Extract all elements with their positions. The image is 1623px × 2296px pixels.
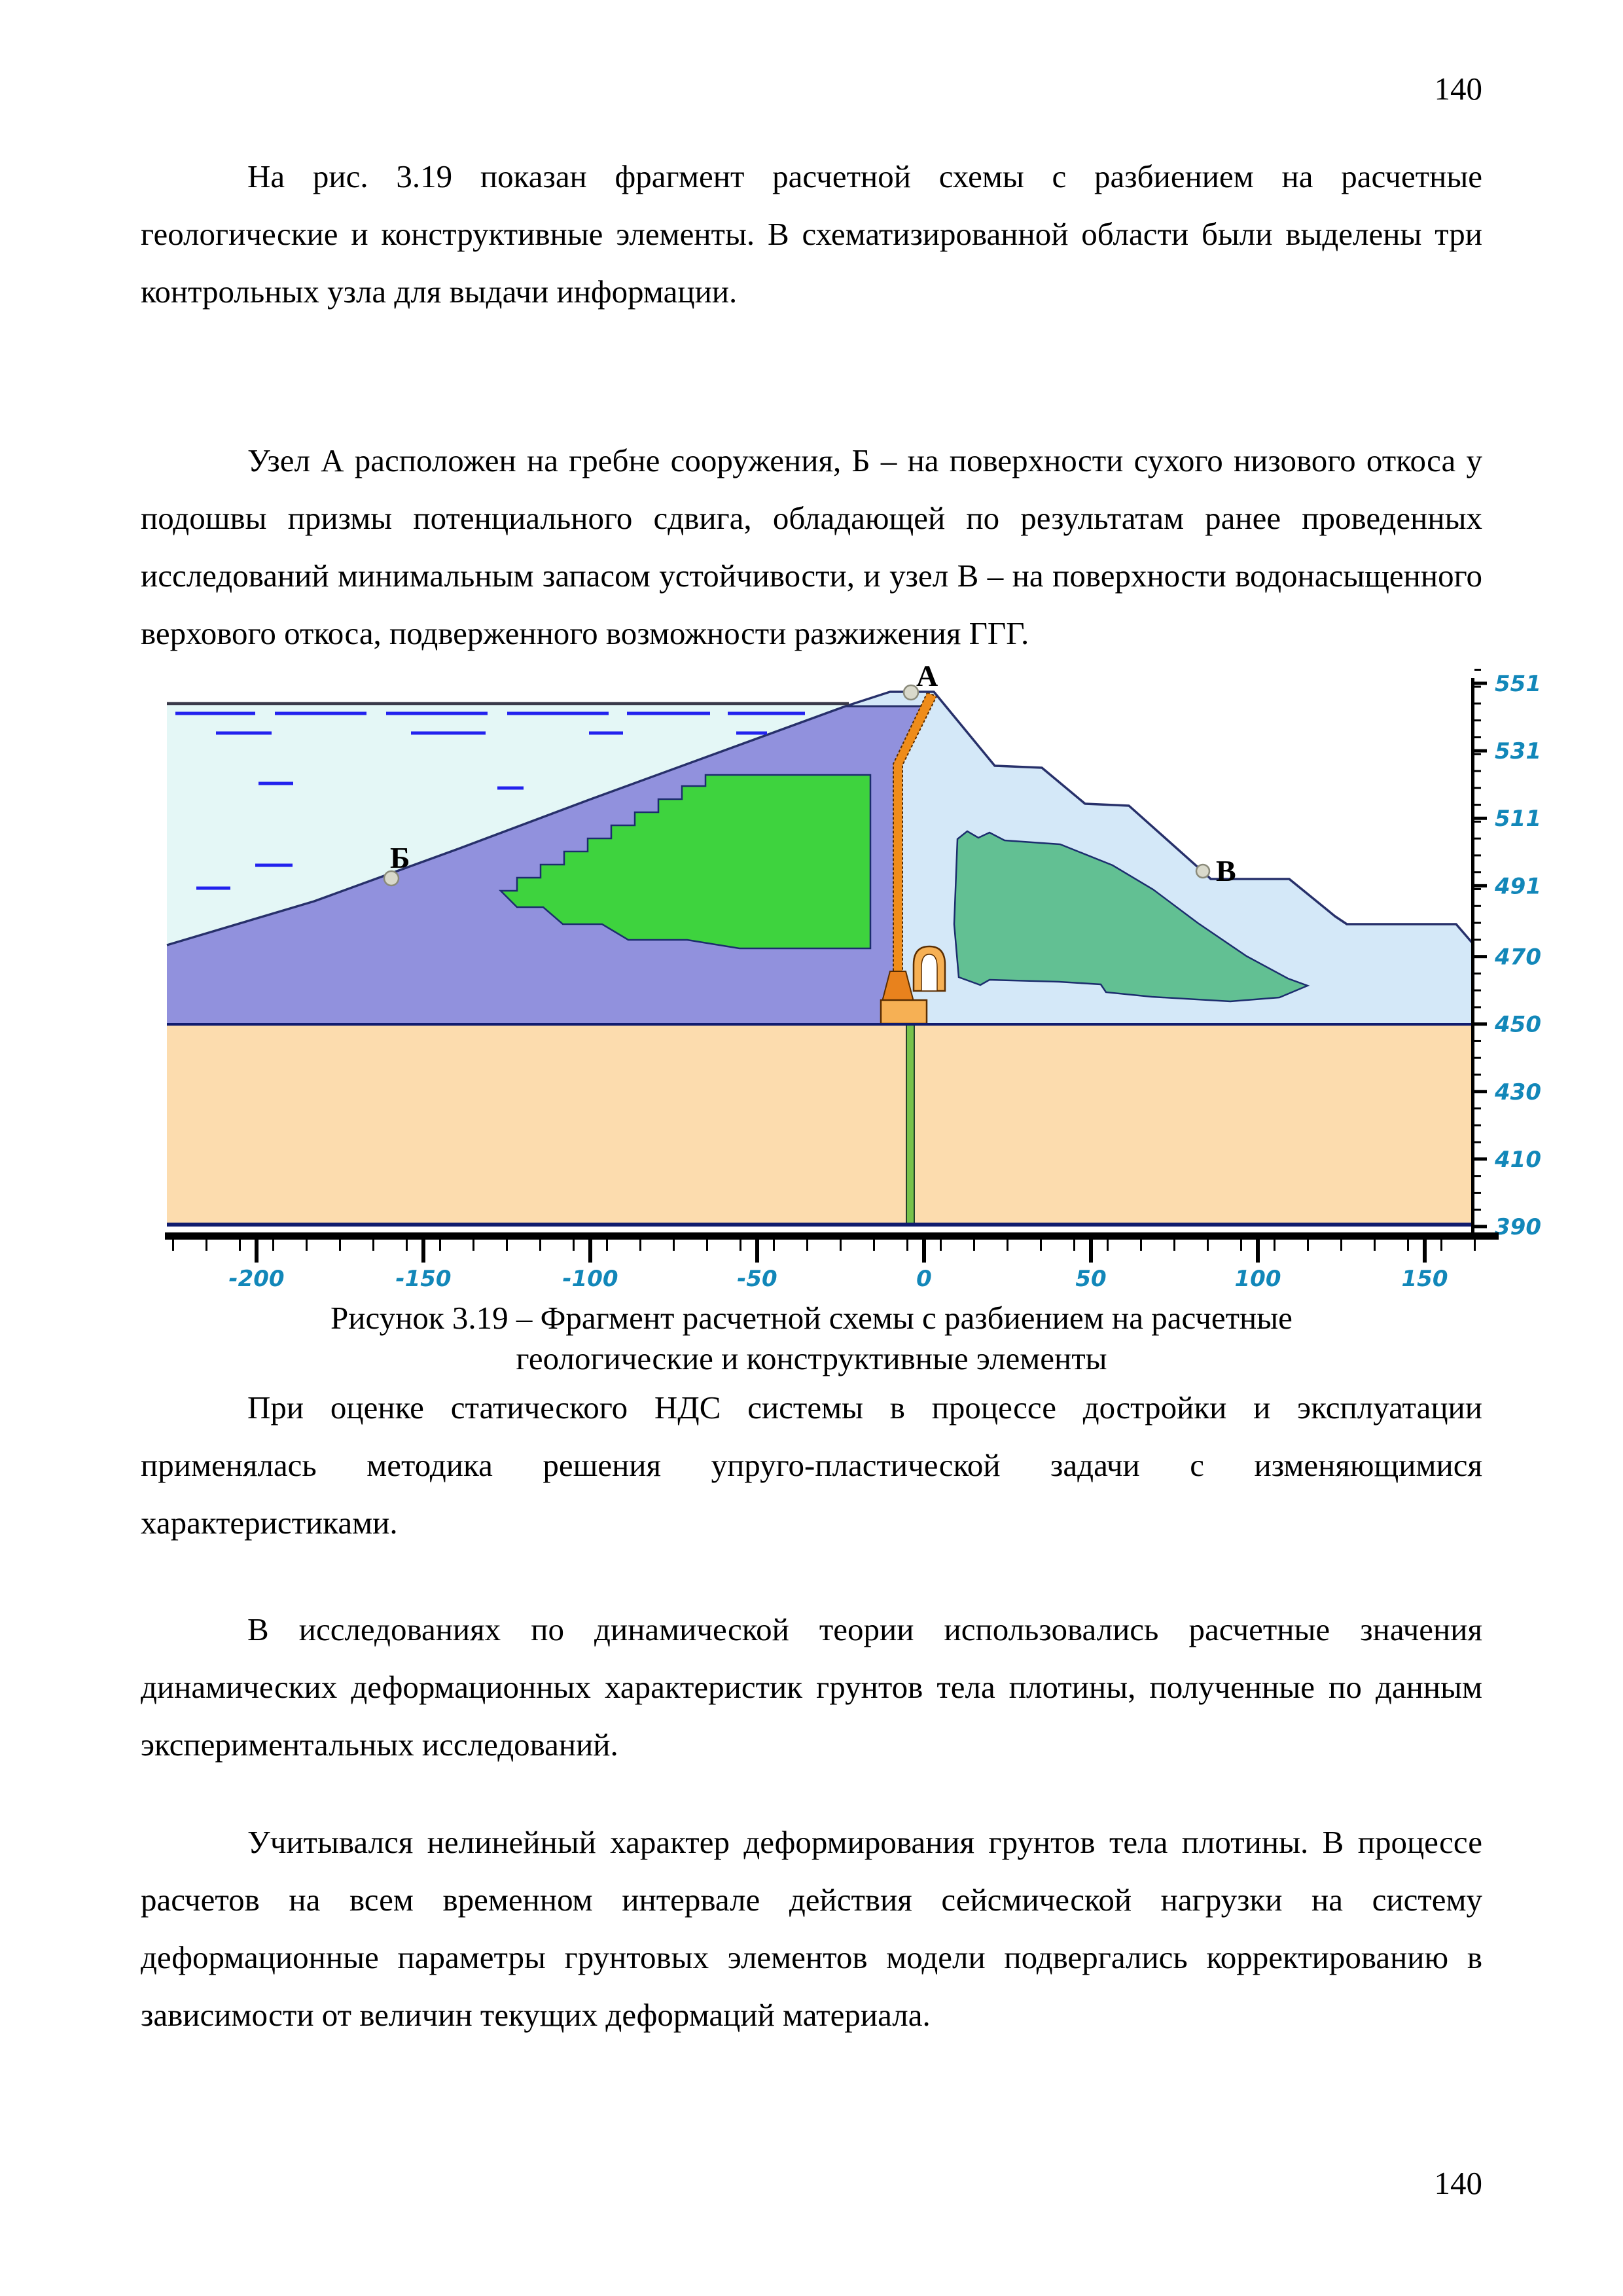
paragraph-static-analysis: При оценке статического НДС системы в пр… <box>141 1390 1482 1541</box>
page-number-bottom: 140 <box>1434 2165 1483 2201</box>
node-marker-a <box>902 684 919 701</box>
dam-surface-outline <box>166 691 1474 946</box>
distance-tick-label: 100 <box>1235 1266 1281 1292</box>
figure-caption-line2: геологические и конструктивные элементы <box>516 1340 1107 1376</box>
reservoir-water-region <box>167 705 848 945</box>
distance-tick-label: 0 <box>916 1266 932 1292</box>
node-label-a: А <box>916 659 938 692</box>
elevation-tick-label: 531 <box>1495 738 1541 764</box>
elevation-axis-labels: 551 531 511 491 470 450 430 410 390 <box>1494 671 1541 1240</box>
distance-axis-labels: -200 -150 -100 -50 0 50 100 150 <box>228 1266 1448 1292</box>
paragraph-nonlinear: Учитывался нелинейный характер деформиро… <box>141 1824 1482 2033</box>
distance-tick-label: 150 <box>1402 1266 1448 1292</box>
paragraph-dynamic-theory: В исследованиях по динамической теории и… <box>141 1611 1482 1763</box>
elevation-tick-label: 450 <box>1494 1012 1541 1038</box>
control-nodes: А Б В <box>383 659 1236 888</box>
node-label-v: В <box>1216 854 1236 888</box>
elevation-tick-label: 511 <box>1495 806 1541 832</box>
elevation-axis-ticks <box>1474 668 1487 1229</box>
distance-tick-label: -100 <box>562 1266 618 1292</box>
node-marker-v <box>1195 863 1211 879</box>
elevation-tick-label: 491 <box>1494 873 1541 899</box>
water-hatch-dashes <box>175 711 805 890</box>
distance-axis-ticks <box>172 1240 1476 1263</box>
grout-curtain <box>906 1023 915 1225</box>
core-element-region <box>498 774 872 950</box>
elevation-axis-line <box>1471 678 1474 1233</box>
page-number-top: 140 <box>1434 71 1483 107</box>
distance-tick-label: -200 <box>228 1266 284 1292</box>
distance-axis-bar <box>165 1232 1499 1240</box>
paragraph-intro: На рис. 3.19 показан фрагмент расчетной … <box>141 158 1482 310</box>
diaphragm-footing <box>880 999 928 1025</box>
elevation-tick-label: 470 <box>1494 944 1541 971</box>
elevation-tick-label: 410 <box>1494 1147 1541 1173</box>
downstream-zone-region <box>953 830 1310 1003</box>
distance-tick-label: 50 <box>1075 1266 1106 1292</box>
distance-tick-label: -50 <box>737 1266 777 1292</box>
elevation-tick-label: 551 <box>1495 671 1541 697</box>
paragraph-nodes: Узел А расположен на гребне сооружения, … <box>141 442 1482 651</box>
elevation-tick-label: 390 <box>1495 1214 1541 1240</box>
foundation-region <box>167 1024 1472 1225</box>
gallery-arch-inner <box>921 954 938 992</box>
node-marker-b <box>383 870 400 887</box>
figure-caption: Рисунок 3.19 – Фрагмент расчетной схемы … <box>141 1298 1482 1379</box>
elevation-tick-label: 430 <box>1494 1079 1541 1105</box>
distance-axis: -200 -150 -100 -50 0 50 100 150 <box>165 1232 1499 1292</box>
dam-cross-section-diagram: 551 531 511 491 470 450 430 410 390 -200 -150 -100… <box>165 659 1541 1292</box>
node-label-b: Б <box>390 841 410 874</box>
elevation-axis: 551 531 511 491 470 450 430 410 390 <box>1471 668 1541 1240</box>
figure-3-19: 551 531 511 491 470 450 430 410 390 -200 -150 -100… <box>164 655 1564 1293</box>
figure-caption-line1: Рисунок 3.19 – Фрагмент расчетной схемы … <box>330 1300 1293 1336</box>
distance-tick-label: -150 <box>395 1266 451 1292</box>
